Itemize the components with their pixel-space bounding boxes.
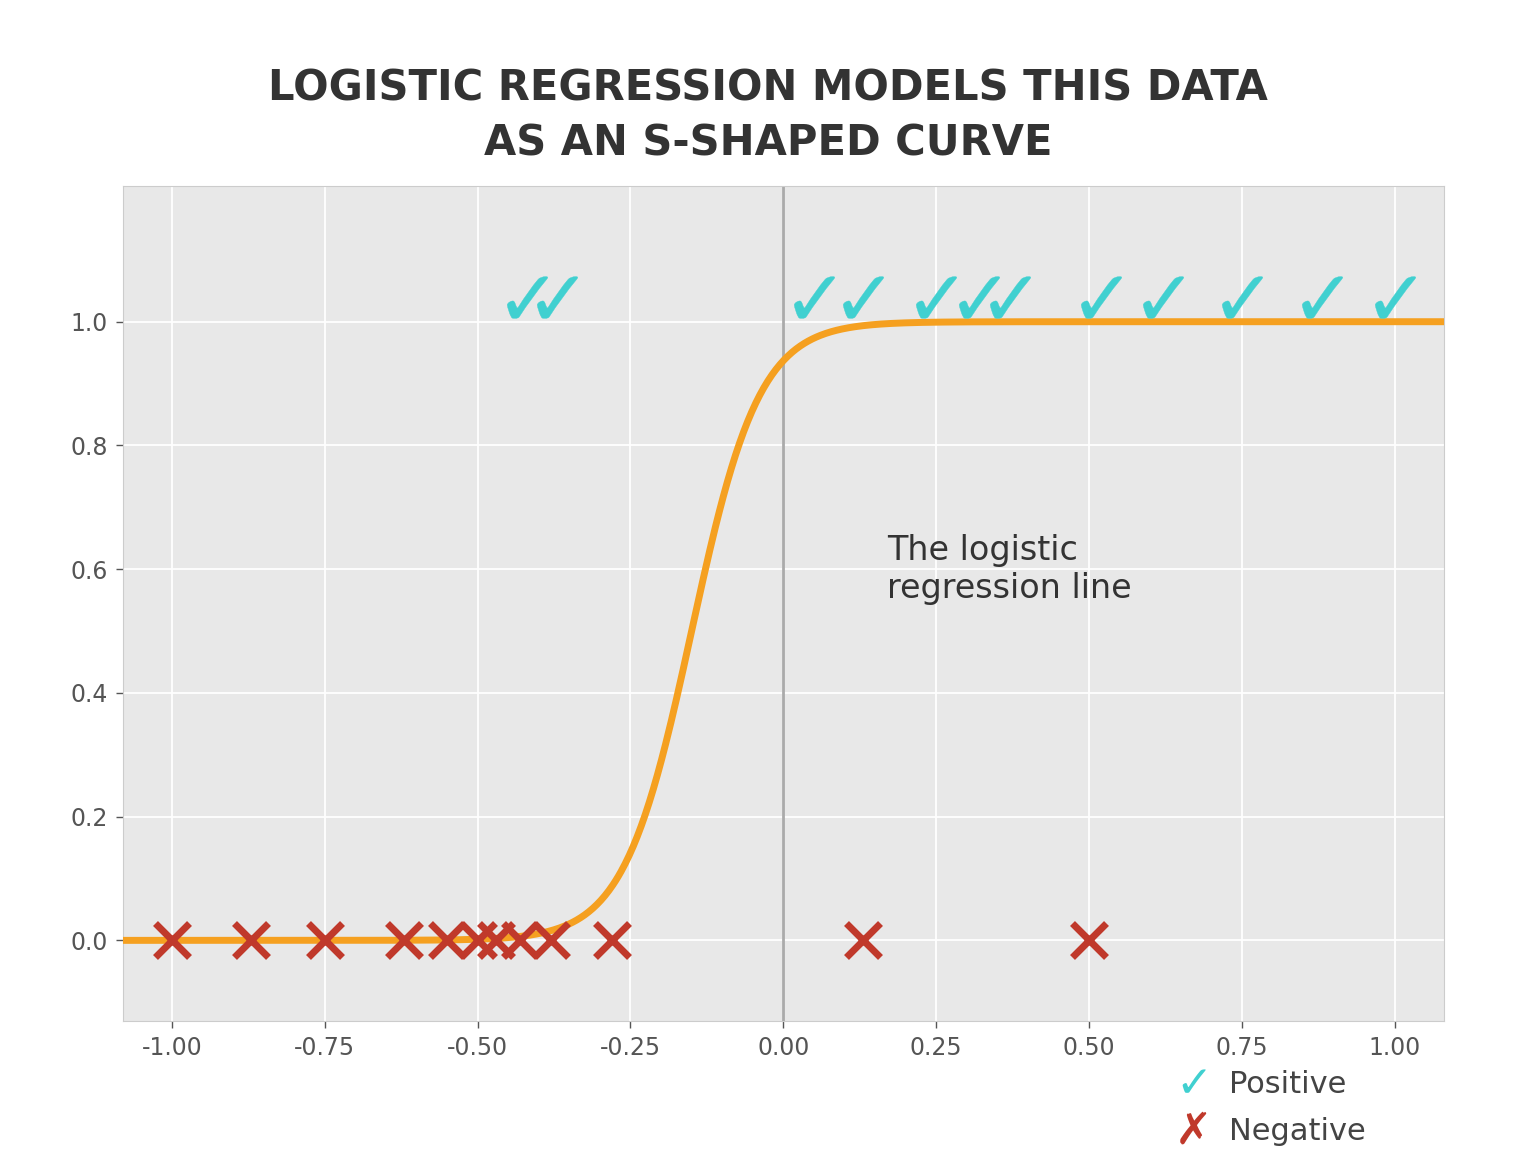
Text: ✓: ✓ (1175, 1063, 1212, 1107)
Text: The logistic
regression line: The logistic regression line (888, 534, 1132, 604)
Text: ✗: ✗ (1175, 1109, 1212, 1153)
Text: Positive: Positive (1229, 1070, 1346, 1100)
Text: LOGISTIC REGRESSION MODELS THIS DATA
AS AN S-SHAPED CURVE: LOGISTIC REGRESSION MODELS THIS DATA AS … (269, 67, 1267, 165)
Text: Negative: Negative (1229, 1116, 1366, 1146)
